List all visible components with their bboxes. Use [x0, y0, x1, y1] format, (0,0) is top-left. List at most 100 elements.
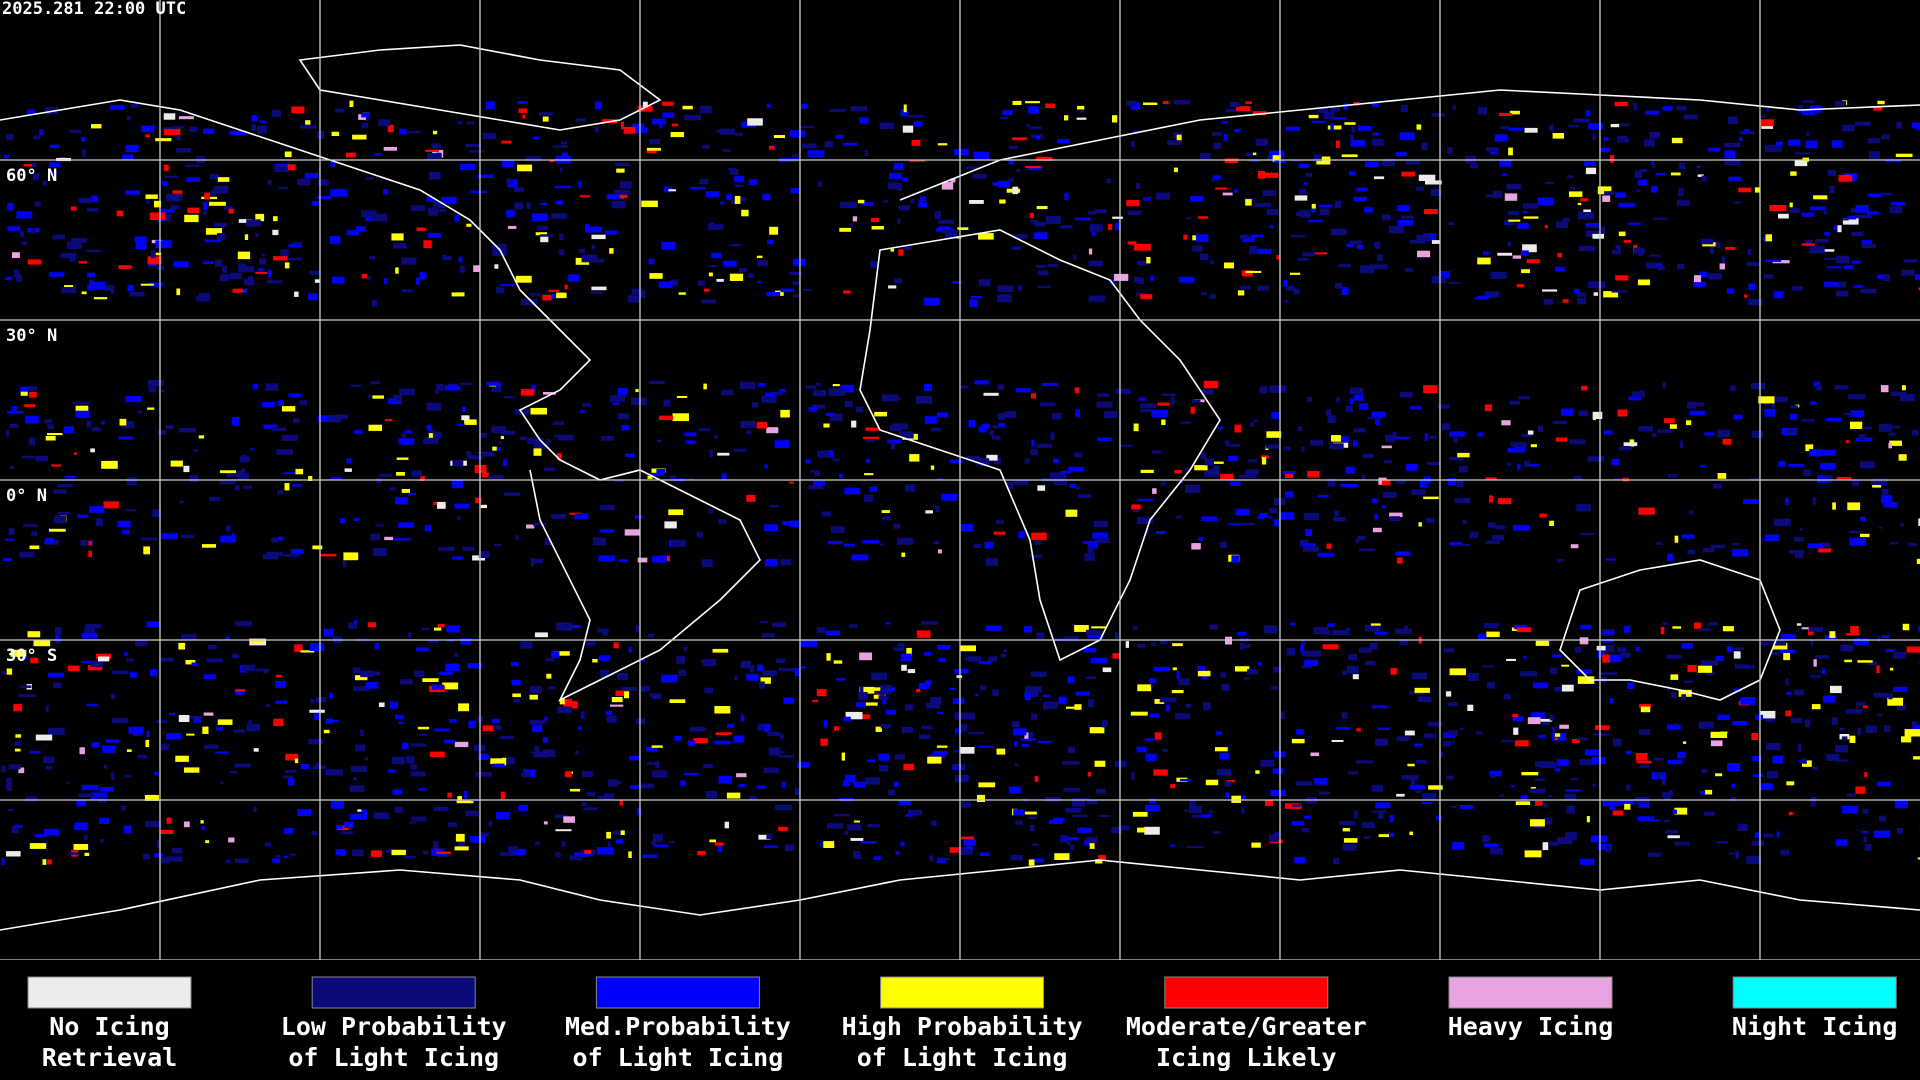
icing-patch [828, 541, 843, 545]
icing-patch [1062, 761, 1080, 765]
icing-patch [428, 429, 435, 434]
icing-patch [1590, 835, 1608, 843]
icing-patch [178, 715, 190, 722]
icing-patch [1176, 671, 1180, 679]
icing-patch [361, 112, 370, 118]
icing-patch [250, 447, 254, 451]
icing-patch [1266, 431, 1282, 438]
icing-patch [1401, 775, 1419, 780]
icing-patch [553, 434, 560, 438]
icing-patch [637, 783, 654, 789]
icing-patch [816, 382, 821, 386]
icing-patch [1219, 752, 1230, 760]
icing-patch [559, 698, 565, 705]
icing-patch [354, 517, 360, 521]
icing-patch [585, 223, 590, 231]
icing-patch [309, 709, 325, 713]
icing-patch [1707, 273, 1723, 280]
icing-patch [526, 201, 531, 210]
icing-patch [51, 464, 61, 467]
icing-patch [1095, 788, 1106, 794]
icing-patch [125, 396, 142, 403]
icing-patch [166, 733, 182, 740]
icing-patch [808, 407, 817, 412]
icing-patch [214, 222, 227, 227]
icing-patch [1683, 741, 1687, 744]
icing-patch [862, 714, 871, 719]
icing-patch [992, 689, 999, 696]
icing-patch [1159, 697, 1177, 703]
icing-patch [1424, 433, 1429, 441]
icing-patch [1175, 713, 1191, 720]
icing-patch [1024, 458, 1030, 464]
icing-patch [1143, 197, 1151, 201]
icing-patch [1186, 217, 1191, 220]
icing-patch [768, 747, 781, 756]
icing-patch [1676, 106, 1687, 111]
icing-patch [621, 121, 624, 130]
icing-patch [202, 544, 216, 548]
icing-patch [494, 264, 499, 269]
icing-patch [1074, 452, 1083, 458]
icing-patch [1849, 530, 1862, 534]
icing-patch [924, 383, 932, 391]
icing-patch [874, 411, 887, 417]
icing-patch [1418, 696, 1432, 703]
icing-patch [790, 187, 800, 194]
icing-patch [10, 649, 27, 657]
icing-patch [1416, 124, 1422, 130]
icing-patch [855, 406, 864, 413]
icing-patch [1225, 109, 1240, 113]
icing-patch [648, 258, 655, 265]
icing-patch [1868, 193, 1882, 197]
icing-patch [264, 842, 271, 847]
icing-patch [1787, 428, 1798, 434]
icing-patch [511, 679, 521, 686]
icing-patch [172, 190, 183, 198]
icing-patch [189, 716, 202, 719]
icing-patch [205, 840, 210, 844]
icing-patch [978, 661, 992, 665]
icing-patch [255, 668, 269, 672]
icing-patch [355, 744, 366, 752]
icing-patch [207, 644, 217, 650]
icing-patch [556, 453, 562, 460]
icing-patch [117, 520, 131, 528]
icing-patch [130, 104, 140, 108]
icing-patch [1140, 408, 1152, 413]
icing-patch [1494, 525, 1506, 529]
icing-patch [1689, 410, 1706, 415]
icing-patch [331, 131, 340, 136]
icing-patch [759, 621, 768, 623]
icing-patch [1031, 439, 1035, 447]
icing-patch [1423, 385, 1438, 393]
icing-patch [1462, 519, 1467, 524]
icing-patch [1735, 851, 1740, 859]
icing-patch [1364, 836, 1371, 839]
icing-patch [726, 792, 741, 799]
icing-patch [1342, 843, 1357, 851]
icing-patch [1615, 192, 1627, 198]
icing-patch [1543, 803, 1548, 808]
icing-patch [1795, 552, 1804, 558]
icing-patch [189, 126, 198, 133]
icing-patch [408, 131, 421, 134]
icing-patch [671, 123, 679, 127]
icing-patch [1904, 729, 1920, 737]
icing-patch [1295, 729, 1304, 735]
icing-patch [557, 706, 572, 714]
icing-patch [1637, 816, 1654, 821]
icing-patch [701, 299, 716, 304]
icing-patch [1084, 553, 1095, 561]
icing-patch [864, 777, 881, 785]
icing-patch [1715, 241, 1721, 248]
icing-patch [205, 228, 222, 235]
icing-patch [266, 704, 270, 707]
icing-patch [1144, 826, 1160, 835]
icing-patch [1028, 859, 1035, 866]
icing-patch [1075, 691, 1090, 696]
icing-patch [674, 735, 682, 741]
icing-patch [294, 644, 303, 652]
icing-patch [14, 748, 21, 752]
icing-patch [1489, 770, 1502, 777]
